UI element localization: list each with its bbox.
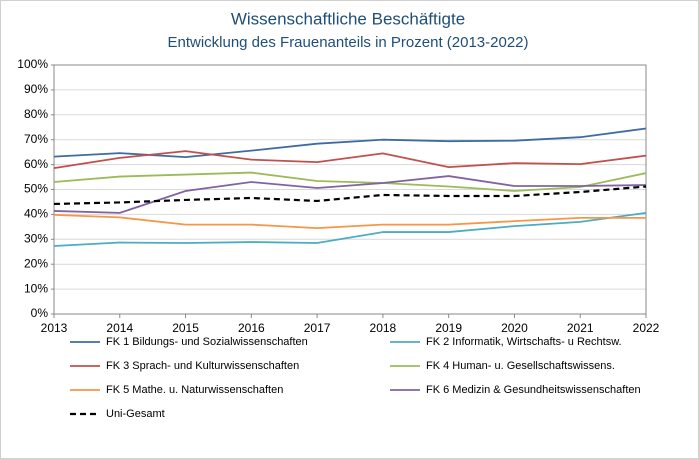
legend-label: FK 4 Human- u. Gesellschaftswissens. bbox=[426, 360, 615, 372]
series-line bbox=[53, 213, 646, 229]
legend-label: FK 5 Mathe. u. Naturwissenschaften bbox=[106, 384, 283, 396]
y-tick-label: 80% bbox=[24, 107, 48, 121]
legend-label: FK 2 Informatik, Wirtschafts- u Rechtsw. bbox=[426, 336, 622, 348]
series-line bbox=[53, 175, 647, 214]
y-tick-label: 100% bbox=[17, 57, 48, 71]
x-tick-label: 2022 bbox=[633, 321, 660, 335]
series-line bbox=[53, 171, 647, 192]
x-tick-label: 2021 bbox=[567, 321, 594, 335]
y-tick-label: 60% bbox=[24, 157, 48, 171]
y-tick-label: 20% bbox=[24, 256, 48, 270]
x-tick-label: 2016 bbox=[238, 321, 265, 335]
x-tick-label: 2018 bbox=[370, 321, 397, 335]
chart-title: Wissenschaftliche Beschäftigte bbox=[231, 9, 465, 28]
legend-label: Uni-Gesamt bbox=[106, 408, 165, 420]
x-tick-label: 2020 bbox=[501, 321, 528, 335]
y-tick-label: 70% bbox=[24, 132, 48, 146]
x-tick-label: 2014 bbox=[106, 321, 133, 335]
legend-label: FK 1 Bildungs- und Sozialwissenschaften bbox=[106, 336, 308, 348]
x-tick-label: 2015 bbox=[172, 321, 199, 335]
chart-subtitle: Entwicklung des Frauenanteils in Prozent… bbox=[167, 34, 528, 51]
y-tick-label: 30% bbox=[24, 231, 48, 245]
y-tick-label: 10% bbox=[24, 281, 48, 295]
legend-label: FK 3 Sprach- und Kulturwissenschaften bbox=[106, 360, 299, 372]
legend-label: FK 6 Medizin & Gesundheitswissenschaften bbox=[426, 384, 641, 396]
plot-border bbox=[53, 64, 647, 315]
y-tick-label: 50% bbox=[24, 182, 48, 196]
y-tick-label: 0% bbox=[31, 306, 49, 320]
series-line bbox=[53, 150, 647, 169]
x-tick-label: 2017 bbox=[304, 321, 331, 335]
series-line bbox=[53, 212, 647, 247]
y-tick-label: 90% bbox=[24, 82, 48, 96]
y-tick-label: 40% bbox=[24, 207, 48, 221]
x-tick-label: 2013 bbox=[41, 321, 68, 335]
series-line bbox=[53, 185, 647, 206]
x-tick-label: 2019 bbox=[435, 321, 462, 335]
